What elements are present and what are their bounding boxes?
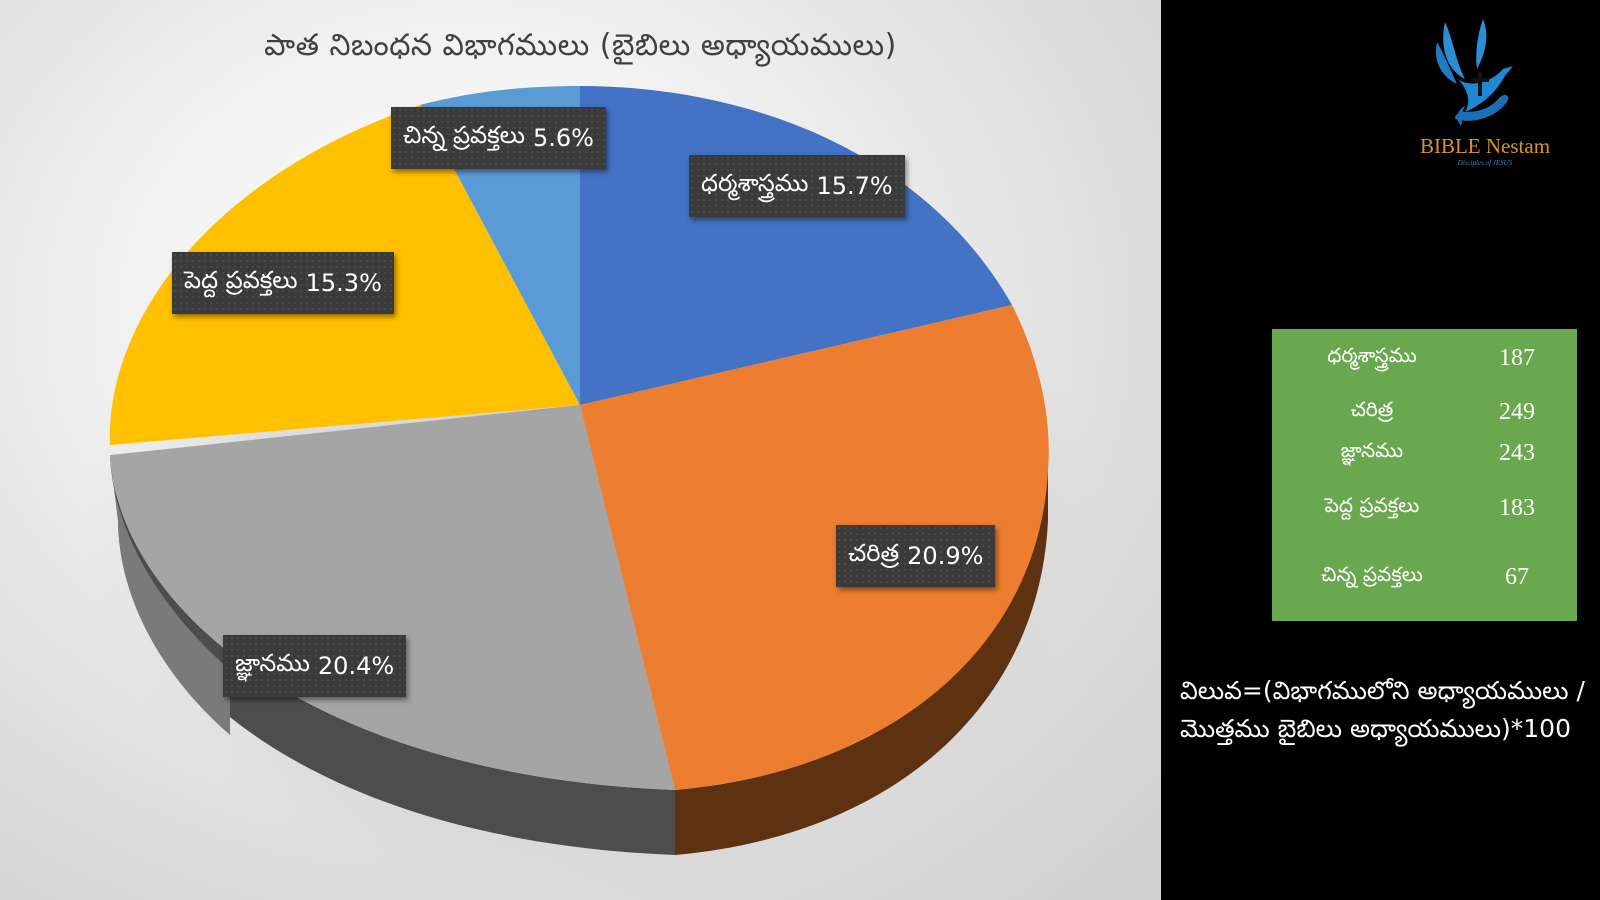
label-name: చరిత్ర — [848, 539, 900, 567]
chart-panel: పాత నిబంధన విభాగములు (బైబిలు అధ్యాయములు)… — [0, 0, 1161, 900]
pie-slice-history[interactable] — [580, 305, 1049, 790]
data-label-history: చరిత్ర 20.9% — [836, 525, 996, 587]
dove-hand-icon — [1435, 19, 1513, 126]
row-value: 67 — [1505, 564, 1529, 590]
table-row: ధర్మశాస్త్రము 187 — [1272, 343, 1577, 383]
row-value: 243 — [1499, 440, 1535, 466]
formula-text: విలువ=(విభాగములోని అధ్యాయములు / మొత్తము … — [1180, 672, 1600, 748]
row-value: 183 — [1499, 495, 1535, 521]
formula-line-1: విలువ=(విభాగములోని అధ్యాయములు / — [1180, 676, 1585, 705]
label-pct: 20.9% — [907, 542, 984, 570]
logo-subtitle: Disciples of JESUS — [1457, 159, 1513, 167]
label-pct: 15.7% — [816, 172, 893, 200]
pie-slice-law[interactable] — [580, 86, 1012, 405]
label-pct: 15.3% — [305, 269, 382, 297]
logo-title: BIBLE Nestam — [1419, 134, 1551, 158]
data-label-law: ధర్మశాస్త్రము 15.7% — [689, 155, 905, 217]
data-label-major-prophets: పెద్ద ప్రవక్తలు 15.3% — [172, 252, 394, 314]
table-row: జ్ఞానము 243 — [1272, 438, 1577, 478]
row-name: చిన్న ప్రవక్తలు — [1321, 562, 1423, 586]
bible-nestam-logo: BIBLE Nestam Disciples of JESUS — [1395, 14, 1575, 174]
row-value: 249 — [1499, 399, 1535, 425]
data-label-minor-prophets: చిన్న ప్రవక్తలు 5.6% — [391, 107, 606, 169]
chapter-counts-table: ధర్మశాస్త్రము 187 చరిత్ర 249 జ్ఞానము 243… — [1272, 329, 1577, 621]
row-name: జ్ఞానము — [1340, 438, 1404, 462]
row-name: పెద్ద ప్రవక్తలు — [1324, 493, 1420, 517]
label-name: పెద్ద ప్రవక్తలు — [184, 266, 298, 294]
row-name: ధర్మశాస్త్రము — [1327, 343, 1417, 367]
row-name: చరిత్ర — [1350, 397, 1394, 421]
chart-title: పాత నిబంధన విభాగములు (బైబిలు అధ్యాయములు) — [264, 28, 897, 63]
table-row: చిన్న ప్రవక్తలు 67 — [1272, 562, 1577, 602]
pie-slice-wisdom[interactable] — [110, 405, 675, 790]
formula-line-2: మొత్తము బైబిలు అధ్యాయములు)*100 — [1180, 714, 1571, 743]
label-name: చిన్న ప్రవక్తలు — [403, 121, 525, 149]
label-name: జ్ఞానము — [235, 649, 310, 677]
data-label-wisdom: జ్ఞానము 20.4% — [223, 635, 407, 697]
table-row: చరిత్ర 249 — [1272, 397, 1577, 437]
row-value: 187 — [1499, 345, 1535, 371]
table-row: పెద్ద ప్రవక్తలు 183 — [1272, 493, 1577, 533]
label-pct: 20.4% — [317, 652, 395, 680]
label-name: ధర్మశాస్త్రము — [701, 169, 809, 197]
pie-side-wisdom-shade — [110, 455, 230, 735]
label-pct: 5.6% — [532, 124, 594, 152]
